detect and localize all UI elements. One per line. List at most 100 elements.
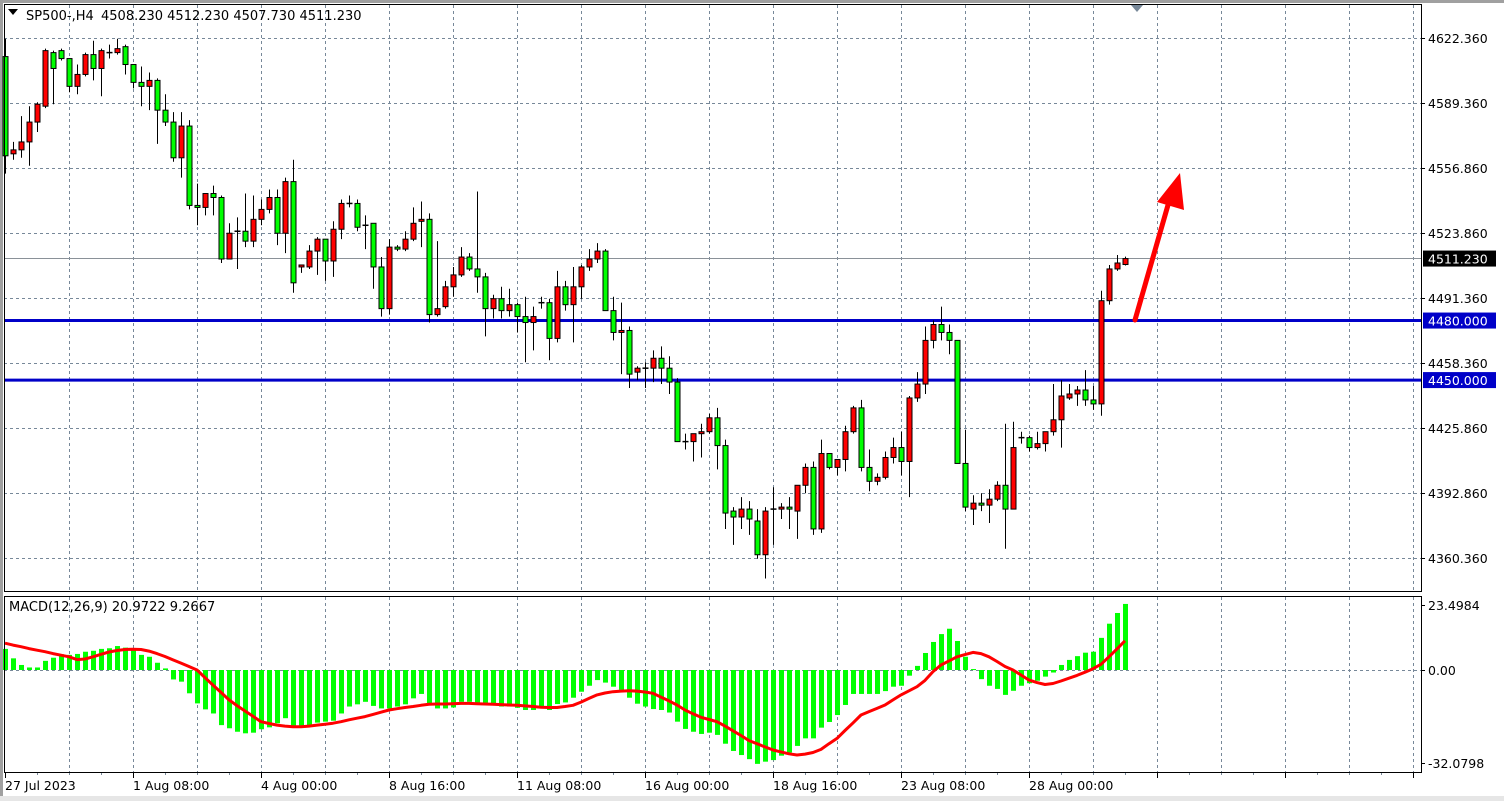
macd-histogram-bar xyxy=(611,670,616,687)
macd-panel[interactable] xyxy=(4,596,1422,773)
bullish-candle-body xyxy=(690,433,697,443)
macd-histogram-bar xyxy=(531,670,536,711)
candle xyxy=(466,253,473,271)
bearish-candle-body xyxy=(826,453,833,468)
macd-histogram-bar xyxy=(859,670,864,694)
bearish-candle-body xyxy=(898,447,905,462)
macd-histogram-bar xyxy=(1051,670,1056,673)
macd-histogram-bar xyxy=(1027,670,1032,684)
macd-histogram-bar xyxy=(483,670,488,703)
candle xyxy=(266,189,273,214)
candle xyxy=(530,306,537,351)
candle xyxy=(602,249,609,312)
candle xyxy=(722,439,729,529)
candle xyxy=(930,320,937,349)
macd-histogram-bar xyxy=(1099,637,1104,670)
candle xyxy=(202,193,209,216)
candle xyxy=(402,231,409,252)
macd-histogram-bar xyxy=(811,670,816,739)
bearish-candle-body xyxy=(154,79,161,111)
candle xyxy=(186,120,193,210)
candle xyxy=(898,431,905,476)
candle xyxy=(338,199,345,240)
candle xyxy=(506,288,513,317)
bullish-candle-body xyxy=(306,250,313,268)
ohlc-values-label: 4508.230 4512.230 4507.730 4511.230 xyxy=(101,9,362,24)
level-price-label: 4480.000 xyxy=(1428,314,1488,329)
macd-histogram-bar xyxy=(787,670,792,753)
macd-histogram-bar xyxy=(123,647,128,670)
candle xyxy=(618,302,625,375)
candle xyxy=(322,238,329,281)
bearish-candle-body xyxy=(162,109,169,123)
candle xyxy=(810,461,817,535)
macd-histogram-bar xyxy=(979,670,984,680)
bullish-candle-body xyxy=(874,476,881,482)
candle xyxy=(1106,264,1113,305)
bullish-candle-body xyxy=(98,50,105,69)
candle xyxy=(946,324,953,355)
macd-histogram-bar xyxy=(1115,612,1120,670)
bullish-candle-body xyxy=(442,286,449,308)
bullish-candle-body xyxy=(338,202,345,230)
up-arrow-annotation[interactable] xyxy=(1132,173,1184,323)
bullish-candle-body xyxy=(618,329,625,333)
chart-shift-marker-icon[interactable] xyxy=(1131,5,1143,12)
candle xyxy=(34,102,41,132)
candle xyxy=(114,38,121,55)
candle xyxy=(42,48,49,109)
current-price-tag xyxy=(1423,250,1496,267)
candle xyxy=(562,280,569,311)
symbol-timeframe-label: SP500-,H4 xyxy=(26,9,94,24)
symbol-menu-triangle-icon[interactable] xyxy=(8,9,18,15)
bullish-candle-body xyxy=(1058,395,1065,421)
candle xyxy=(698,423,705,458)
macd-histogram-bar xyxy=(795,670,800,746)
price-tick-label: 4491.360 xyxy=(1428,291,1488,306)
macd-histogram-bar xyxy=(427,670,432,704)
bearish-candle-body xyxy=(1090,399,1097,405)
bearish-candle-body xyxy=(562,286,569,306)
macd-histogram-bar xyxy=(259,670,264,730)
candle xyxy=(250,195,257,248)
main-chart-panel[interactable] xyxy=(4,4,1422,592)
candle xyxy=(578,264,585,299)
macd-histogram-bar xyxy=(307,670,312,726)
candle xyxy=(410,207,417,242)
candle xyxy=(138,66,145,107)
macd-histogram-bar xyxy=(403,670,408,705)
price-tick-label: 4523.860 xyxy=(1428,226,1488,241)
candle xyxy=(738,497,745,529)
macd-histogram-bar xyxy=(371,670,376,706)
arrow-shaft xyxy=(1132,202,1171,323)
bearish-candle-body xyxy=(242,230,249,242)
bullish-candle-body xyxy=(530,316,537,324)
bullish-candle-body xyxy=(34,103,41,123)
price-tick-label: 4589.360 xyxy=(1428,96,1488,111)
candle xyxy=(18,116,25,158)
bearish-candle-body xyxy=(130,64,137,83)
price-tick-label: 4360.360 xyxy=(1428,551,1488,566)
macd-histogram-bar xyxy=(691,670,696,732)
macd-histogram-bar xyxy=(499,670,504,707)
macd-histogram-bar xyxy=(715,670,720,735)
candle xyxy=(754,509,761,559)
bullish-candle-body xyxy=(1114,262,1121,270)
macd-histogram-bar xyxy=(827,670,832,722)
candle xyxy=(1018,431,1025,444)
bearish-candle-body xyxy=(714,417,721,447)
bullish-candle-body xyxy=(490,298,497,310)
price-axis: 4622.360 4589.360 4556.860 4523.860 4491… xyxy=(1428,31,1488,566)
candle xyxy=(362,215,369,250)
bearish-candle-body xyxy=(170,121,177,159)
macd-histogram-bar xyxy=(507,670,512,707)
macd-histogram-bar xyxy=(675,670,680,722)
candle xyxy=(594,243,601,263)
bearish-candle-body xyxy=(658,357,665,369)
candle xyxy=(610,296,617,341)
macd-label: MACD(12,26,9) 20.9722 9.2667 xyxy=(9,600,215,615)
candle xyxy=(242,193,249,248)
candle xyxy=(522,296,529,363)
